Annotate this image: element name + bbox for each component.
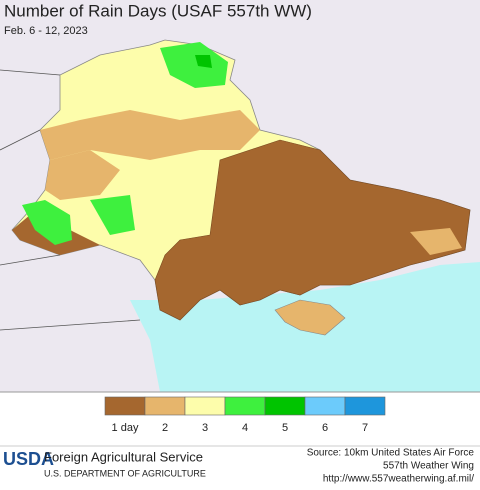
legend: 1 day 2 3 4 5 6 7	[104, 396, 386, 434]
department: U.S. DEPARTMENT OF AGRICULTURE	[44, 468, 206, 478]
source-line: 557th Weather Wing	[383, 461, 474, 472]
subtitle: Feb. 6 - 12, 2023	[4, 25, 88, 37]
legend-label: 3	[202, 422, 208, 434]
usda-logo: USDA	[3, 449, 54, 469]
legend-swatch	[104, 396, 146, 416]
region-patch	[160, 42, 228, 88]
agency: Foreign Agricultural Service	[44, 449, 203, 464]
legend-label: 2	[162, 422, 168, 434]
region-patch	[154, 139, 471, 321]
legend-swatch	[144, 396, 186, 416]
region-patch	[40, 110, 260, 160]
region-patch	[22, 200, 72, 245]
source-line: Source: 10km United States Air Force	[307, 448, 475, 459]
legend-label: 1 day	[112, 422, 139, 434]
region-patch	[410, 228, 462, 255]
source-line: http://www.557weatherwing.af.mil/	[323, 474, 474, 485]
legend-label: 6	[322, 422, 328, 434]
legend-label: 5	[282, 422, 288, 434]
legend-swatch	[224, 396, 266, 416]
legend-label: 7	[362, 422, 368, 434]
legend-swatch	[344, 396, 386, 416]
legend-swatch	[184, 396, 226, 416]
region-patch	[195, 55, 212, 68]
region-patch	[90, 195, 135, 235]
legend-swatch	[304, 396, 346, 416]
crimea	[274, 299, 346, 336]
legend-swatch	[264, 396, 306, 416]
legend-label: 4	[242, 422, 248, 434]
border-line	[0, 69, 141, 331]
region-patch	[45, 150, 120, 200]
title: Number of Rain Days (USAF 557th WW)	[4, 1, 312, 20]
